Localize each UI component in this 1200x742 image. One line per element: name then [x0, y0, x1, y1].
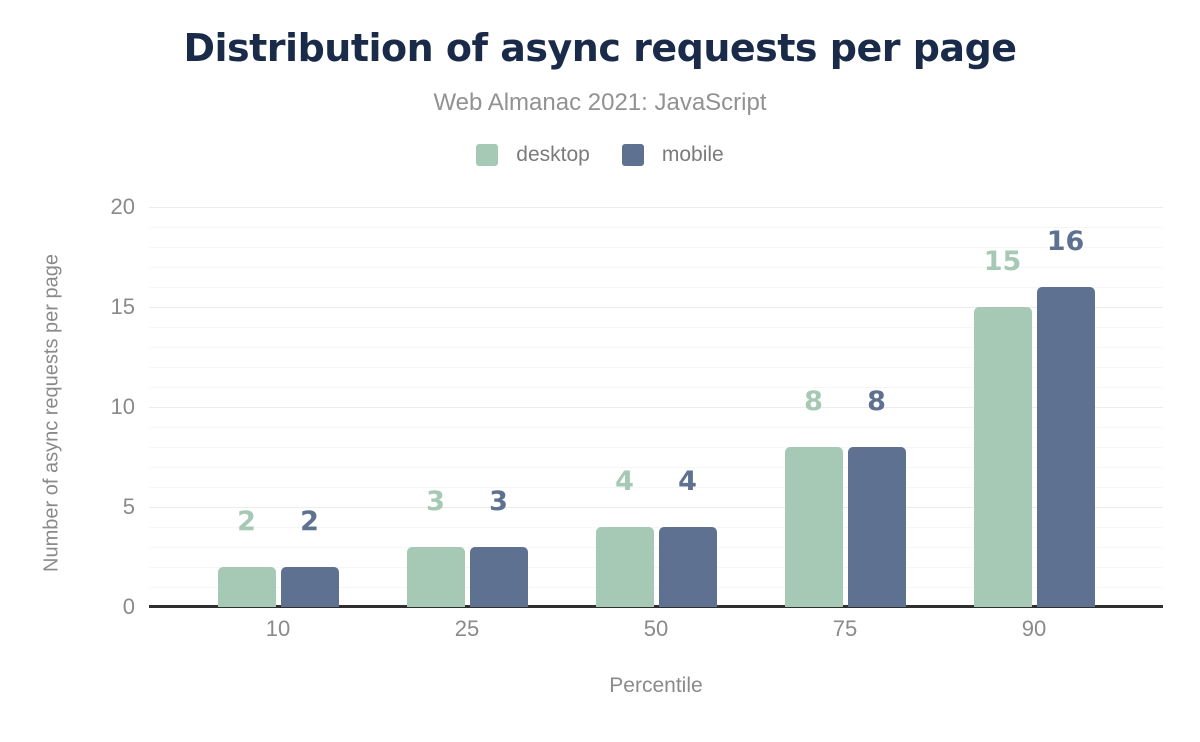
gridline-15 [149, 307, 1163, 308]
bar-value-mobile-p10: 2 [300, 506, 319, 537]
bar-value-mobile-p75: 8 [867, 386, 886, 417]
gridline-2 [149, 567, 1163, 568]
bar-desktop-p25[interactable] [406, 547, 465, 607]
y-tick-20: 20 [110, 194, 135, 219]
x-tick-25: 25 [454, 616, 480, 641]
legend-label-mobile: mobile [661, 143, 724, 166]
bar-desktop-p50[interactable] [595, 527, 654, 607]
bar-value-mobile-p50: 4 [678, 466, 697, 497]
legend-item-desktop[interactable]: desktop [476, 143, 590, 167]
gridline-10 [149, 407, 1163, 408]
mobile-swatch-icon [621, 144, 644, 166]
bar-value-desktop-p25: 3 [426, 486, 445, 517]
bar-mobile-p25[interactable] [469, 547, 528, 607]
gridline-11 [149, 387, 1163, 388]
gridline-18 [149, 247, 1163, 248]
legend-item-mobile[interactable]: mobile [621, 143, 724, 167]
bar-desktop-p75[interactable] [784, 447, 843, 607]
bar-mobile-p10[interactable] [280, 567, 339, 607]
gridline-14 [149, 327, 1163, 328]
x-axis-line [149, 605, 1163, 608]
gridline-5 [149, 507, 1163, 508]
bar-value-desktop-p50: 4 [615, 466, 634, 497]
x-tick-75: 75 [832, 616, 858, 641]
bar-desktop-p90[interactable] [973, 307, 1032, 607]
bar-value-mobile-p25: 3 [489, 486, 508, 517]
y-tick-5: 5 [122, 494, 135, 519]
x-tick-90: 90 [1021, 616, 1047, 641]
legend: desktop mobile [0, 143, 1200, 167]
bar-value-desktop-p75: 8 [804, 386, 823, 417]
gridline-19 [149, 227, 1163, 228]
bar-value-desktop-p10: 2 [237, 506, 256, 537]
gridline-7 [149, 467, 1163, 468]
gridline-17 [149, 267, 1163, 268]
gridline-6 [149, 487, 1163, 488]
plot-area: 2 2 10 3 3 25 4 4 50 8 8 75 15 16 90 [149, 207, 1163, 640]
gridline-8 [149, 447, 1163, 448]
bar-value-desktop-p90: 15 [983, 246, 1022, 277]
y-tick-10: 10 [110, 394, 135, 419]
y-tick-0: 0 [122, 594, 135, 619]
gridline-20 [149, 207, 1163, 208]
gridline-3 [149, 547, 1163, 548]
bar-value-mobile-p90: 16 [1046, 226, 1085, 257]
gridline-1 [149, 587, 1163, 588]
gridline-12 [149, 367, 1163, 368]
x-axis-title: Percentile [609, 674, 703, 697]
x-tick-10: 10 [265, 616, 291, 641]
bar-mobile-p50[interactable] [658, 527, 717, 607]
gridline-4 [149, 527, 1163, 528]
chart-subtitle: Web Almanac 2021: JavaScript [433, 89, 767, 116]
desktop-swatch-icon [476, 144, 499, 166]
legend-label-desktop: desktop [516, 143, 590, 166]
gridline-9 [149, 427, 1163, 428]
gridline-13 [149, 347, 1163, 348]
bar-mobile-p75[interactable] [847, 447, 906, 607]
bar-desktop-p10[interactable] [217, 567, 276, 607]
x-tick-50: 50 [643, 616, 669, 641]
chart-title: Distribution of async requests per page [183, 26, 1017, 70]
y-tick-15: 15 [110, 294, 135, 319]
gridline-16 [149, 287, 1163, 288]
bar-mobile-p90[interactable] [1036, 287, 1095, 607]
